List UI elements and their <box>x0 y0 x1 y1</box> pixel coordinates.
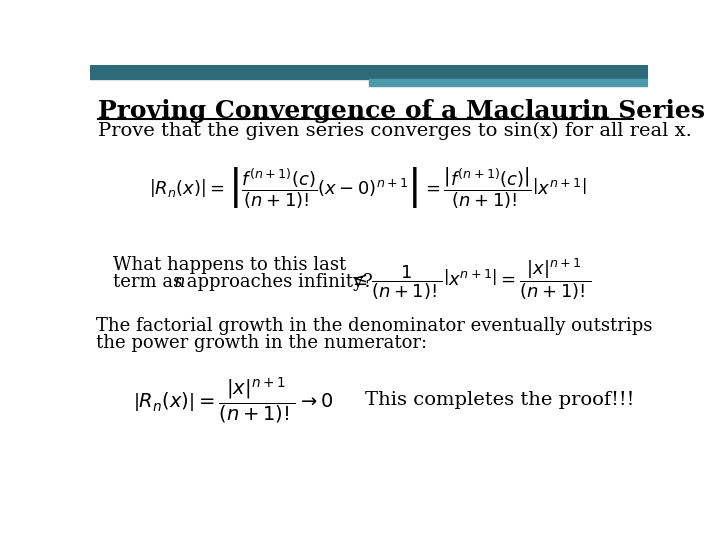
Text: $\left|R_n\left(x\right)\right|=\dfrac{|x|^{n+1}}{(n+1)!}\to 0$: $\left|R_n\left(x\right)\right|=\dfrac{|… <box>133 375 333 425</box>
Text: the power growth in the numerator:: the power growth in the numerator: <box>96 334 428 352</box>
Text: The factorial growth in the denominator eventually outstrips: The factorial growth in the denominator … <box>96 318 652 335</box>
Text: $\left|R_n\left(x\right)\right|=\left|\dfrac{f^{(n+1)}(c)}{(n+1)!}(x-0)^{n+1}\ri: $\left|R_n\left(x\right)\right|=\left|\d… <box>149 165 586 211</box>
Bar <box>369 79 648 86</box>
Text: approaches infinity?: approaches infinity? <box>181 273 372 291</box>
Text: Proving Convergence of a Maclaurin Series: Proving Convergence of a Maclaurin Serie… <box>98 99 705 124</box>
Text: Prove that the given series converges to sin(x) for all real x.: Prove that the given series converges to… <box>98 122 692 140</box>
Text: What happens to this last: What happens to this last <box>113 256 346 274</box>
Text: $\leq \dfrac{1}{(n+1)!}\left|x^{n+1}\right|=\dfrac{|x|^{n+1}}{(n+1)!}$: $\leq \dfrac{1}{(n+1)!}\left|x^{n+1}\rig… <box>348 256 591 302</box>
Text: term as: term as <box>113 273 188 291</box>
Text: This completes the proof!!!: This completes the proof!!! <box>365 391 634 409</box>
Text: n: n <box>174 273 185 291</box>
Bar <box>90 65 648 79</box>
